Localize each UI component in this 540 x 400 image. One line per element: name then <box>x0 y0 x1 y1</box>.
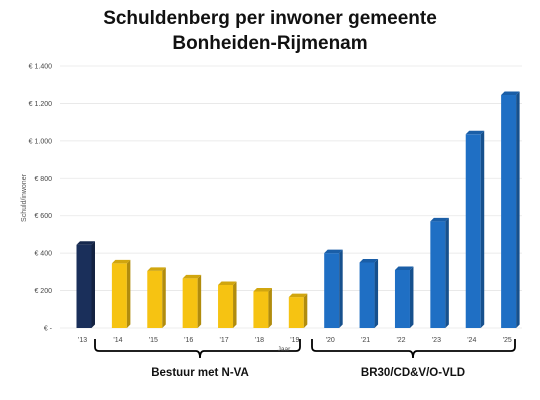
y-tick-label: € 400 <box>34 251 52 258</box>
group-brackets: Bestuur met N-VA BR30/CD&V/O-VLD <box>94 339 516 379</box>
bar <box>147 267 166 328</box>
bar-front <box>359 262 375 328</box>
bar-front <box>111 263 127 328</box>
bar <box>182 274 202 328</box>
bar-side <box>374 259 379 328</box>
bar-front <box>324 253 340 328</box>
bar <box>218 281 237 328</box>
bar-front <box>182 278 198 328</box>
x-tick-label: '19 <box>290 337 299 344</box>
bar <box>394 266 414 328</box>
x-tick-label: '17 <box>220 337 229 344</box>
bar-top <box>111 259 131 264</box>
bracket-line <box>94 339 301 359</box>
x-tick-label: '23 <box>432 337 441 344</box>
bar-top <box>324 249 343 254</box>
group-bracket: BR30/CD&V/O-VLD <box>311 339 516 379</box>
bar-front <box>394 269 410 328</box>
bar-side <box>197 274 202 328</box>
bar-side <box>516 91 520 328</box>
bar-front <box>288 297 304 328</box>
bracket-line <box>311 339 516 359</box>
bar-top <box>501 91 520 96</box>
x-axis-ticks: '13 '14 '15 '16 '17 '18 '19 '20 '21 '22 '23 '24 '25 <box>78 337 512 344</box>
bar-side <box>409 266 414 328</box>
bar-side <box>91 241 95 328</box>
y-tick-label: € 800 <box>34 176 52 183</box>
bar-side <box>339 249 343 328</box>
chart-title-line-2: Bonheiden-Rijmenam <box>172 33 368 54</box>
bar <box>465 130 485 328</box>
bar <box>501 91 520 328</box>
x-tick-label: '21 <box>361 337 370 344</box>
bar <box>324 249 343 328</box>
y-tick-label: € 1.200 <box>29 101 52 108</box>
y-tick-label: € 200 <box>34 288 52 295</box>
bar-front <box>253 291 269 328</box>
bar-side <box>126 259 131 328</box>
x-tick-label: '25 <box>503 337 512 344</box>
y-tick-label: € - <box>44 326 53 333</box>
bar-side <box>268 288 272 328</box>
bar-top <box>359 259 379 263</box>
bar-top <box>253 288 272 292</box>
bar <box>430 217 449 328</box>
bar-front <box>76 244 92 328</box>
bars <box>76 91 520 328</box>
y-tick-label: € 600 <box>34 213 52 220</box>
bar-front <box>147 270 163 328</box>
bar-front <box>465 134 481 328</box>
chart-title-line-1: Schuldenberg per inwoner gemeente <box>103 8 437 29</box>
bar-top <box>76 241 95 245</box>
bar-top <box>465 130 485 135</box>
x-tick-label: '20 <box>326 337 335 344</box>
bar-top <box>430 217 449 222</box>
bar-front <box>430 221 446 328</box>
x-tick-label: '15 <box>149 337 158 344</box>
y-tick-label: € 1.400 <box>29 64 52 71</box>
bar-top <box>147 267 166 271</box>
bar-side <box>162 267 166 328</box>
bar <box>359 259 379 328</box>
x-tick-label: '24 <box>467 337 476 344</box>
bar-top <box>182 274 202 279</box>
bar-top <box>288 293 308 298</box>
bar-front <box>501 95 517 328</box>
x-axis-label: Jaar <box>278 346 291 353</box>
bar <box>253 288 272 328</box>
x-tick-label: '14 <box>113 337 122 344</box>
group-label: BR30/CD&V/O-VLD <box>361 367 465 379</box>
bar-front <box>218 284 234 328</box>
bar-side <box>303 293 308 328</box>
bar-top <box>218 281 237 285</box>
x-tick-label: '22 <box>396 337 405 344</box>
bar <box>111 259 131 328</box>
bar-side <box>480 130 485 328</box>
y-tick-label: € 1.000 <box>29 138 52 145</box>
x-tick-label: '16 <box>184 337 193 344</box>
x-tick-label: '13 <box>78 337 87 344</box>
y-axis-ticks: € - € 200 € 400 € 600 € 800 € 1.000 € 1.200 € 1… <box>29 64 53 333</box>
group-label: Bestuur met N-VA <box>151 367 249 379</box>
x-tick-label: '18 <box>255 337 264 344</box>
bar-side <box>445 217 449 328</box>
chart-title: Schuldenberg per inwoner gemeente Bonhei… <box>0 6 540 56</box>
bar-top <box>394 266 414 270</box>
bar-side <box>233 281 237 328</box>
group-bracket: Bestuur met N-VA <box>94 339 301 379</box>
bar <box>288 293 308 328</box>
bar <box>76 241 95 328</box>
y-axis-label: Schuld/inwoner <box>21 173 28 222</box>
